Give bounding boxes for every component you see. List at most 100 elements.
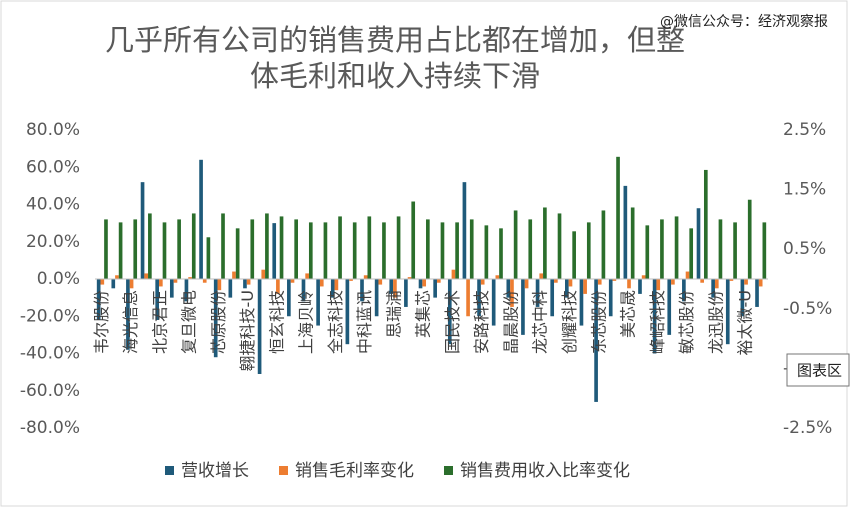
bar bbox=[557, 213, 562, 279]
bar bbox=[257, 279, 262, 374]
bar bbox=[499, 228, 503, 279]
x-tick-label: 敏芯股份 bbox=[677, 290, 696, 354]
bar bbox=[656, 279, 661, 291]
bar bbox=[177, 219, 181, 279]
bar bbox=[455, 222, 459, 279]
bar bbox=[330, 279, 335, 298]
bar bbox=[462, 182, 467, 279]
bar bbox=[645, 225, 650, 279]
bar bbox=[674, 216, 679, 279]
bar bbox=[758, 279, 763, 287]
bar bbox=[155, 279, 160, 320]
bar bbox=[689, 228, 694, 279]
x-tick-label: 复旦微电 bbox=[180, 290, 199, 354]
bar bbox=[305, 273, 309, 279]
bar bbox=[232, 271, 236, 279]
bar bbox=[396, 216, 401, 279]
x-tick-label: 恒玄科技 bbox=[267, 290, 286, 354]
y2-tick-label: -0.5% bbox=[783, 299, 832, 319]
bar bbox=[714, 279, 719, 289]
x-tick-label: 思瑞浦 bbox=[384, 290, 403, 338]
bar bbox=[506, 279, 511, 298]
bar bbox=[700, 279, 704, 283]
bar bbox=[265, 213, 269, 279]
bar bbox=[422, 279, 427, 287]
bar bbox=[235, 228, 240, 279]
x-tick-label: 上海贝岭 bbox=[297, 290, 316, 354]
bar bbox=[528, 219, 533, 279]
bar bbox=[393, 279, 397, 298]
x-tick-label: 北京君正 bbox=[150, 290, 169, 354]
bar bbox=[597, 279, 602, 285]
tooltip: 图表区 bbox=[797, 362, 842, 380]
tooltip-box bbox=[786, 353, 850, 387]
bar bbox=[535, 279, 540, 307]
bar bbox=[162, 222, 167, 279]
x-tick-label: 英集芯 bbox=[414, 290, 433, 338]
bar bbox=[711, 279, 715, 298]
bar bbox=[572, 231, 576, 279]
bar bbox=[744, 279, 748, 285]
bar bbox=[495, 275, 500, 279]
x-tick-label: 海光信息 bbox=[121, 290, 140, 354]
chart-title: 几乎所有公司的销售费用占比都在增加，但整 bbox=[105, 23, 685, 57]
bar bbox=[148, 213, 152, 279]
bar bbox=[272, 223, 277, 279]
bar bbox=[466, 279, 470, 317]
bar bbox=[378, 279, 383, 285]
x-tick-label: 全志科技 bbox=[326, 290, 345, 354]
y-tick-label: -80.0% bbox=[20, 418, 80, 438]
bar bbox=[612, 279, 617, 281]
bar bbox=[660, 219, 664, 279]
bar bbox=[729, 279, 734, 281]
bar bbox=[316, 279, 320, 326]
bar bbox=[652, 279, 657, 354]
bar bbox=[345, 279, 350, 345]
bar bbox=[213, 279, 218, 358]
chart-title: 体毛利和收入持续下滑 bbox=[250, 59, 540, 93]
bar bbox=[360, 279, 364, 302]
bar bbox=[667, 279, 672, 335]
bar bbox=[568, 279, 573, 287]
bar bbox=[246, 279, 251, 285]
bar bbox=[641, 275, 646, 279]
bar bbox=[169, 279, 174, 298]
bar bbox=[308, 222, 313, 279]
bar bbox=[638, 279, 642, 294]
bar bbox=[623, 185, 628, 279]
bar bbox=[173, 279, 178, 283]
bar bbox=[703, 169, 708, 279]
bar bbox=[725, 279, 730, 345]
bar bbox=[469, 219, 474, 279]
x-tick-label: 安路科技 bbox=[472, 290, 491, 354]
bar bbox=[294, 219, 298, 279]
y-tick-label: 40.0% bbox=[26, 195, 80, 215]
bar bbox=[404, 279, 408, 307]
bar bbox=[243, 279, 247, 289]
bar bbox=[586, 222, 591, 279]
bar bbox=[451, 269, 456, 279]
bar bbox=[418, 279, 423, 289]
bar bbox=[696, 208, 701, 279]
bar bbox=[608, 279, 613, 317]
bar bbox=[543, 207, 547, 279]
bar bbox=[133, 219, 138, 279]
bar bbox=[367, 216, 372, 279]
x-tick-label: 龙迅股份 bbox=[706, 290, 725, 354]
bar bbox=[627, 279, 631, 289]
x-tick-label: 峰岹科技 bbox=[648, 290, 667, 354]
bar bbox=[221, 213, 225, 279]
x-tick-label: 国民技术 bbox=[443, 290, 462, 354]
bar bbox=[755, 279, 759, 307]
bar bbox=[279, 216, 284, 279]
bar bbox=[228, 279, 233, 298]
bar bbox=[140, 182, 145, 279]
legend-swatch bbox=[165, 466, 174, 475]
bar bbox=[389, 279, 394, 294]
bar bbox=[206, 237, 211, 279]
x-tick-label: 龙芯中科 bbox=[531, 290, 550, 354]
bar bbox=[718, 219, 723, 279]
x-tick-label: 裕太微-U bbox=[736, 290, 755, 356]
bar bbox=[579, 279, 584, 326]
